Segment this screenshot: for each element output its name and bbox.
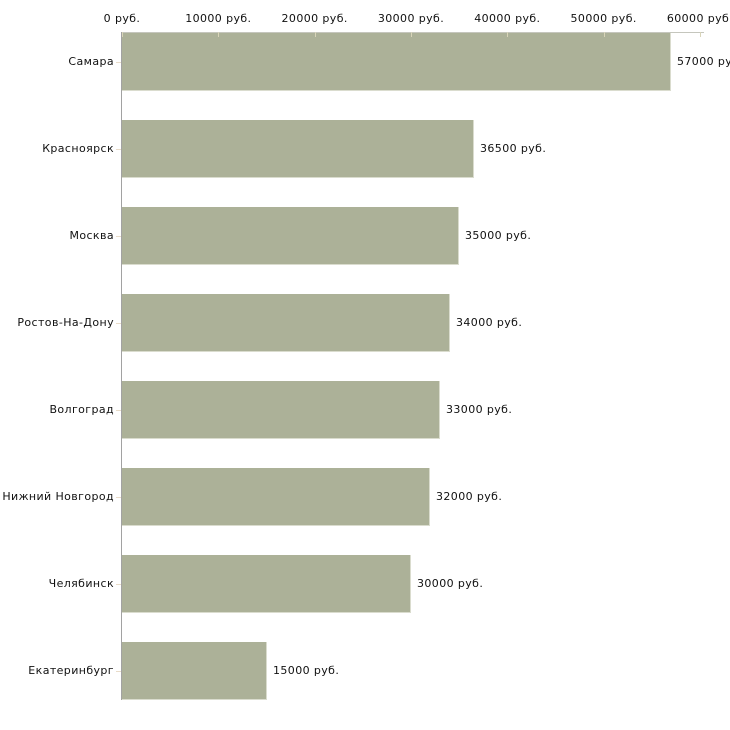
category-label: Красноярск [42,142,114,155]
bar-4 [122,294,450,352]
x-axis-tick-mark [218,32,220,37]
x-axis-tick-mark [314,32,316,37]
x-axis-tick-mark [603,32,605,37]
x-axis-tick-label: 30000 руб. [377,12,445,25]
category-label: Самара [68,55,114,68]
value-label: 33000 руб. [446,403,513,416]
x-axis-tick-mark [700,32,701,37]
x-axis-tick-mark [507,32,509,37]
x-axis-tick-label: 10000 руб. [185,12,252,25]
category-label: Москва [69,229,114,242]
value-label: 15000 руб. [273,664,340,677]
category-label: Волгоград [49,403,114,416]
y-axis-tick-mark [116,584,121,585]
bar-3 [122,207,459,265]
value-label: 35000 руб. [465,229,532,242]
y-axis-line [121,32,122,700]
x-axis-tick-label: 20000 руб. [281,12,348,25]
category-label: Челябинск [48,577,114,590]
category-label: Нижний Новгород [2,490,114,503]
x-axis-tick-label: 40000 руб. [474,12,541,25]
x-axis-tick-mark [122,32,123,37]
y-axis-tick-mark [116,62,121,63]
x-axis-tick-mark [411,32,412,37]
bar-8 [122,642,267,700]
x-axis-tick-label: 60000 руб. [666,12,730,25]
value-label: 57000 руб. [677,55,730,68]
y-axis-tick-mark [116,236,121,237]
bar-7 [122,555,411,613]
bar-2 [122,120,474,178]
y-axis-tick-mark [116,149,121,150]
x-axis-tick-label: 50000 руб. [570,12,637,25]
category-label: Екатеринбург [28,664,114,677]
value-label: 34000 руб. [456,316,523,329]
value-label: 30000 руб. [417,577,484,590]
y-axis-tick-mark [116,323,121,324]
y-axis-tick-mark [116,497,121,498]
y-axis-tick-mark [116,671,121,672]
category-label: Ростов-На-Дону [17,316,114,329]
y-axis-tick-mark [116,410,121,411]
bar-5 [122,381,440,439]
bar-1 [122,33,671,91]
value-label: 32000 руб. [436,490,503,503]
x-axis-tick-label: 0 руб. [103,12,141,25]
x-axis-line [122,32,704,33]
value-label: 36500 руб. [480,142,547,155]
bar-6 [122,468,430,526]
